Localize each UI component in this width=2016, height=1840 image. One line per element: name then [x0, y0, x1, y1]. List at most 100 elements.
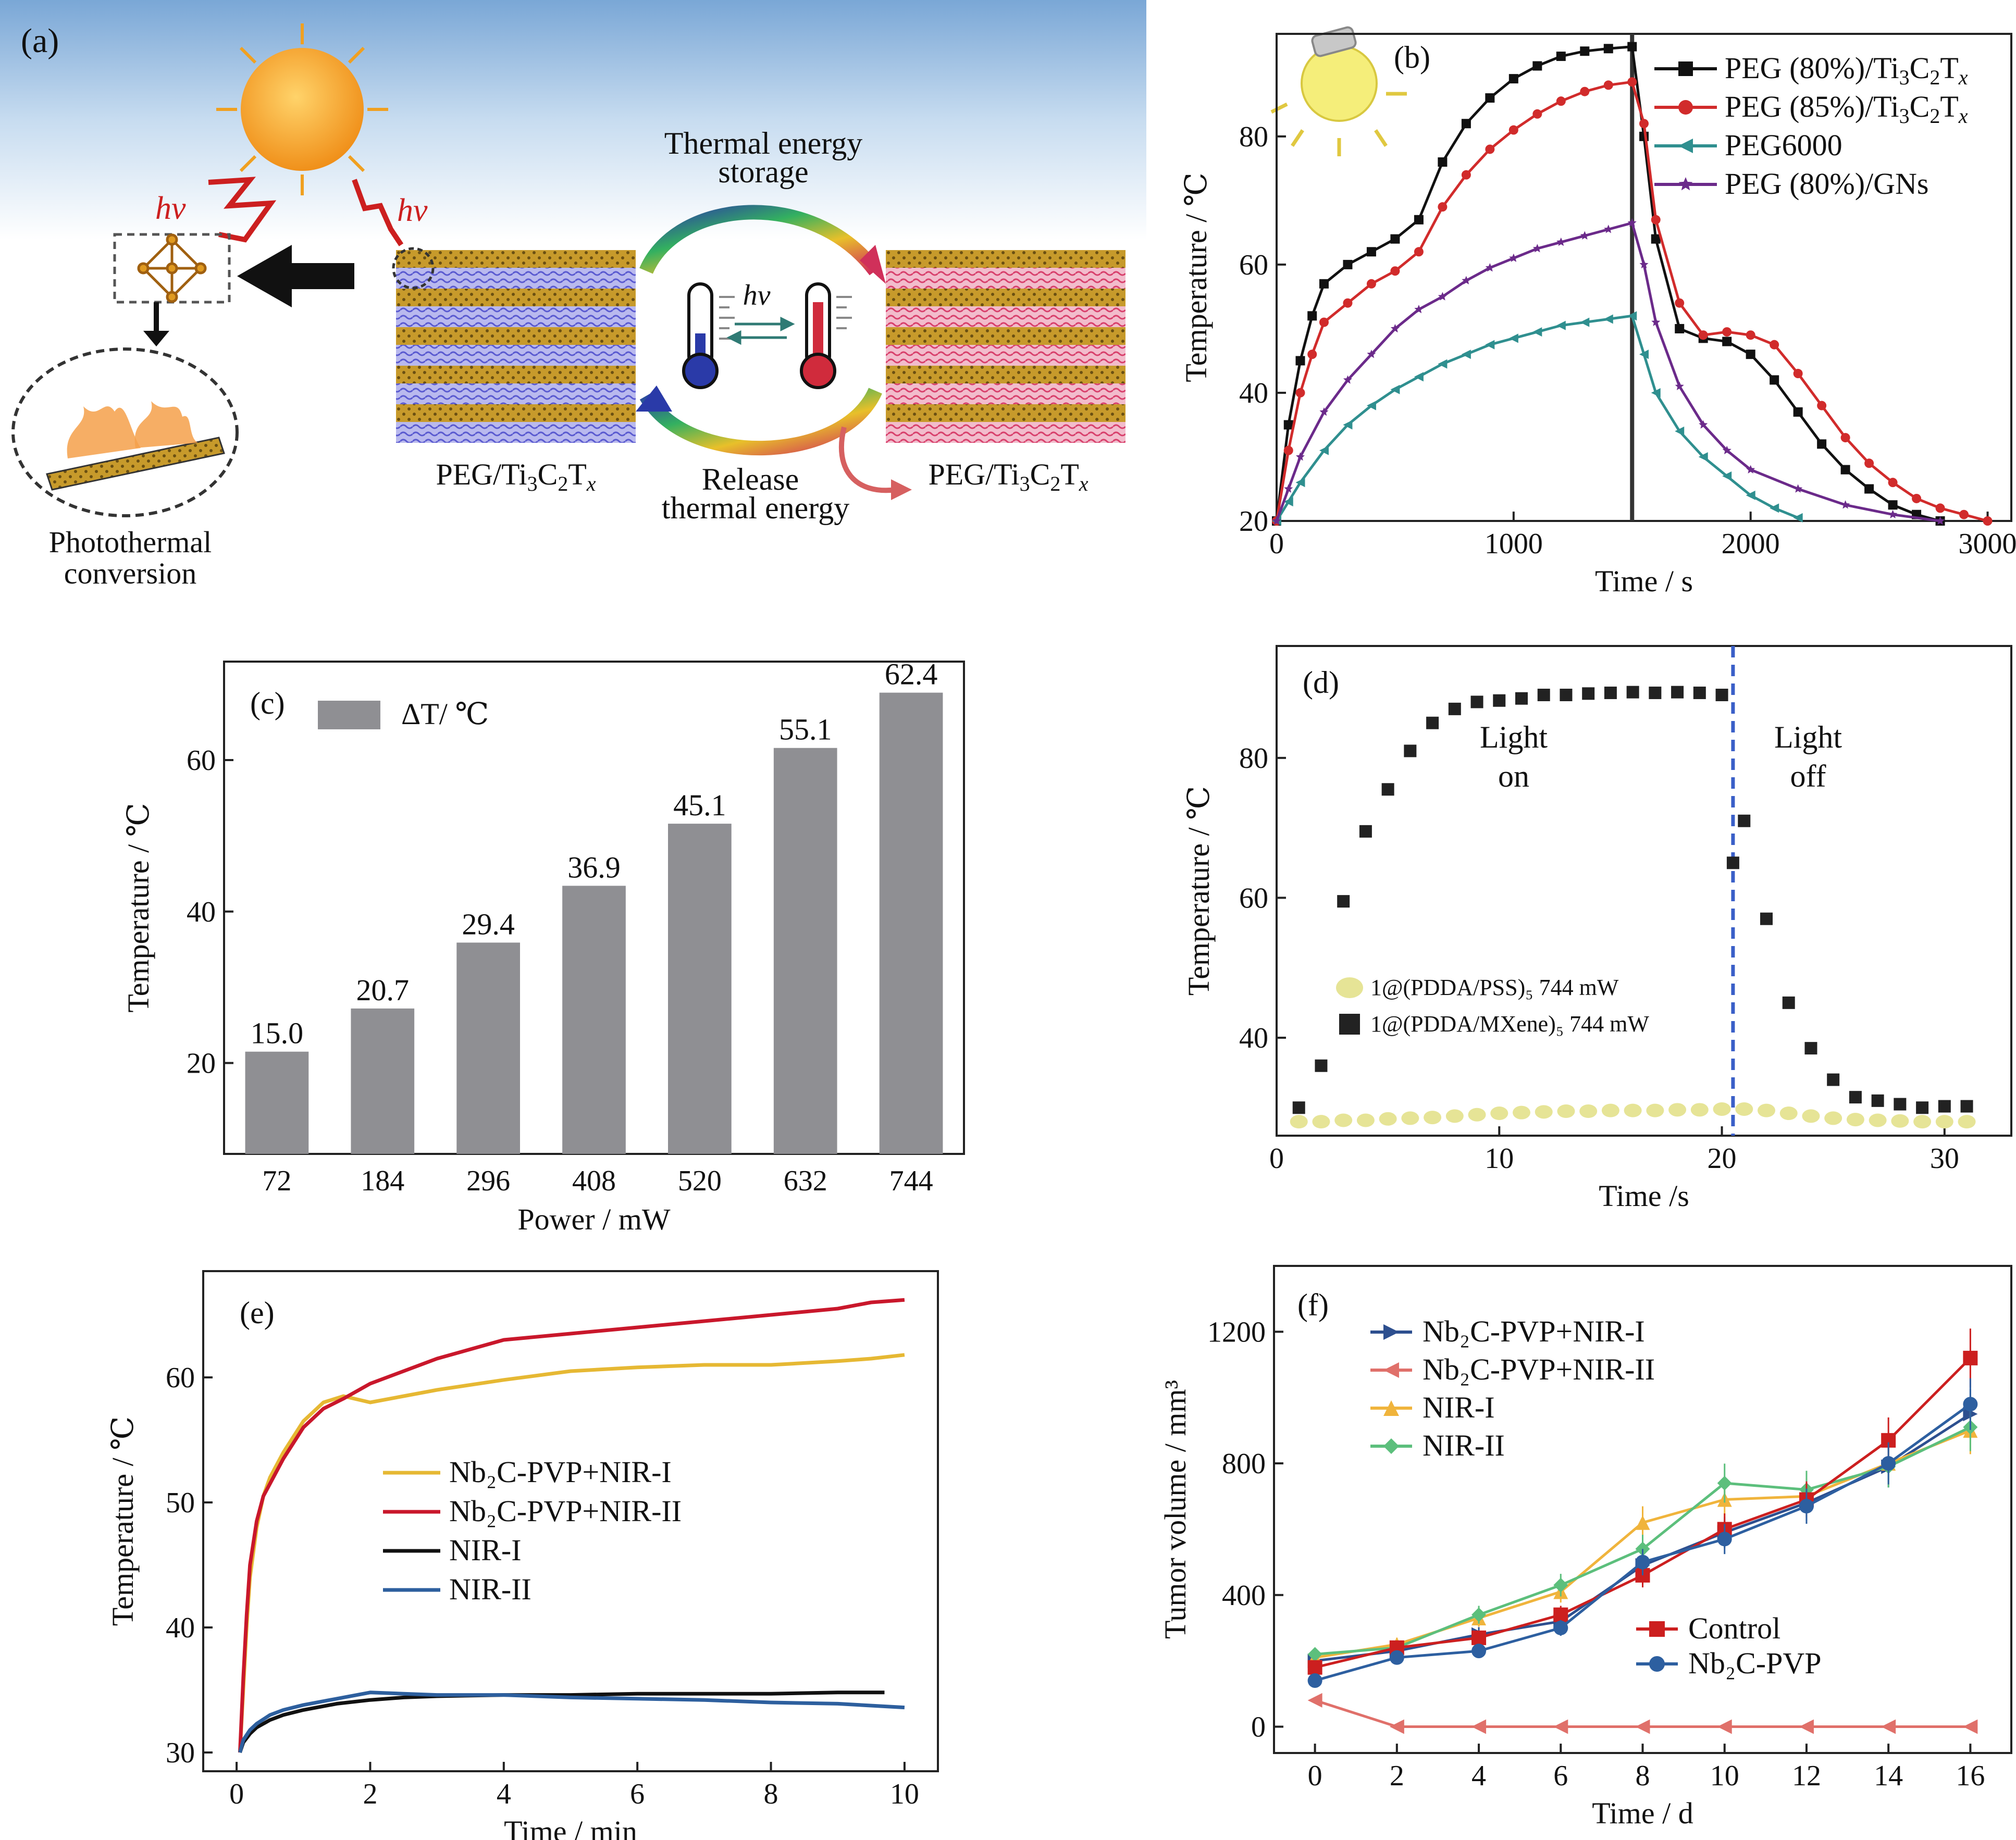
bar — [879, 692, 943, 1154]
data-point — [1553, 1719, 1568, 1734]
chart-e: 0 2 4 6 8 10 30 40 50 60 Time / min Temperature / ℃… — [106, 1270, 939, 1840]
data-point — [1849, 1091, 1862, 1104]
data-point — [1532, 61, 1542, 71]
data-point — [1470, 695, 1483, 708]
data-point — [1935, 1115, 1953, 1129]
data-point — [1553, 1607, 1568, 1622]
x-tick-label: 184 — [361, 1165, 404, 1197]
data-point — [1448, 702, 1461, 715]
x-tick-label: 0 — [229, 1778, 244, 1810]
data-point — [1367, 350, 1376, 358]
storage-label-line1: Thermal energy — [664, 126, 862, 160]
data-point — [1509, 253, 1518, 262]
x-tick-label: 14 — [1874, 1760, 1903, 1792]
data-point — [1414, 247, 1424, 257]
down-arrow-icon — [143, 331, 169, 346]
legend-swatch — [318, 701, 380, 729]
data-point — [1715, 689, 1728, 701]
data-point — [1635, 1719, 1650, 1734]
data-point — [1438, 157, 1448, 167]
data-point — [1445, 1109, 1464, 1123]
data-point — [1272, 516, 1281, 525]
x-tick-label: 6 — [630, 1778, 645, 1810]
x-tick-label: 20 — [1708, 1142, 1737, 1175]
legend-label: 1@(PDDA/PSS)₅ 744 mW — [1370, 975, 1619, 1000]
data-point — [1671, 686, 1684, 699]
data-point — [1624, 1103, 1642, 1117]
release-label-line2: thermal energy — [662, 491, 849, 525]
heated-sheet-icon — [46, 401, 225, 491]
bar-value-label: 36.9 — [567, 850, 621, 884]
data-point — [1913, 1115, 1932, 1129]
light-off-label-2: off — [1790, 759, 1826, 793]
data-point — [1601, 1103, 1619, 1117]
y-tick-label: 60 — [1239, 882, 1268, 914]
data-point — [1580, 231, 1589, 240]
data-point — [1760, 912, 1773, 925]
data-point — [1532, 327, 1542, 337]
x-tick-label: 8 — [1636, 1760, 1650, 1792]
data-point — [1963, 1719, 1978, 1734]
data-point — [1675, 298, 1685, 308]
data-point — [1315, 1059, 1328, 1072]
peg-mxene-block-right — [886, 250, 1126, 443]
photothermal-line1: Photothermal — [49, 525, 212, 559]
bar — [668, 824, 732, 1154]
data-point — [1824, 1111, 1842, 1125]
conversion-arrow-icon — [237, 245, 354, 307]
series-line — [1314, 1699, 1971, 1728]
legend-label: Nb₂C-PVP+NIR-I — [1423, 1314, 1645, 1348]
y-axis-label: Temperature / ℃ — [121, 803, 155, 1012]
hv-label-center: hν — [743, 279, 771, 312]
photothermal-line2: conversion — [64, 556, 197, 590]
panel-f-label: (f) — [1297, 1288, 1329, 1322]
data-point — [1935, 516, 1945, 525]
data-point — [1356, 1113, 1375, 1127]
light-off-label-1: Light — [1774, 720, 1842, 754]
data-point — [1960, 1100, 1973, 1113]
x-tick-label: 0 — [1308, 1760, 1322, 1792]
data-point — [1307, 1660, 1322, 1675]
data-point — [1846, 1113, 1864, 1127]
legend-label: Control — [1688, 1611, 1780, 1645]
data-point — [1722, 337, 1732, 346]
data-point — [1462, 276, 1471, 284]
data-point — [1639, 119, 1649, 129]
data-point — [1698, 330, 1708, 340]
data-point — [1635, 1515, 1650, 1530]
y-tick-label: 1200 — [1207, 1316, 1266, 1348]
y-tick-label: 50 — [166, 1487, 195, 1519]
panel-d-label: (d) — [1303, 665, 1339, 700]
material-label-right: PEG/Ti3C2Tx — [928, 457, 1088, 495]
data-point — [1414, 372, 1424, 382]
data-point — [1746, 350, 1755, 359]
bar-value-label: 55.1 — [779, 713, 832, 747]
material-label-left: PEG/Ti3C2Tx — [436, 457, 596, 495]
data-point — [1888, 478, 1898, 488]
x-tick-label: 16 — [1956, 1760, 1985, 1792]
data-point — [1390, 266, 1400, 276]
x-tick-label: 30 — [1930, 1142, 1959, 1175]
data-point — [1537, 689, 1550, 701]
data-point — [1770, 340, 1779, 350]
data-point — [1888, 500, 1898, 510]
data-point — [1603, 80, 1613, 90]
data-point — [1916, 1101, 1929, 1114]
x-tick-label: 520 — [678, 1165, 722, 1197]
x-tick-label: 1000 — [1485, 528, 1543, 560]
x-tick-label: 10 — [1710, 1760, 1739, 1792]
data-point — [1508, 125, 1518, 135]
data-point — [1582, 687, 1595, 700]
series-line — [238, 1690, 905, 1753]
legend-marker — [1383, 1438, 1399, 1454]
data-point — [1793, 369, 1803, 379]
series-line — [238, 1298, 905, 1753]
crystal-icon — [137, 233, 207, 303]
y-tick-label: 20 — [1239, 505, 1268, 538]
legend-label: Nb₂C-PVP — [1688, 1646, 1822, 1680]
x-tick-label: 10 — [1485, 1142, 1514, 1175]
x-tick-label: 0 — [1269, 1142, 1284, 1175]
data-point — [1471, 1630, 1487, 1645]
data-point — [1334, 1113, 1353, 1127]
light-ray-left-icon — [208, 177, 277, 243]
